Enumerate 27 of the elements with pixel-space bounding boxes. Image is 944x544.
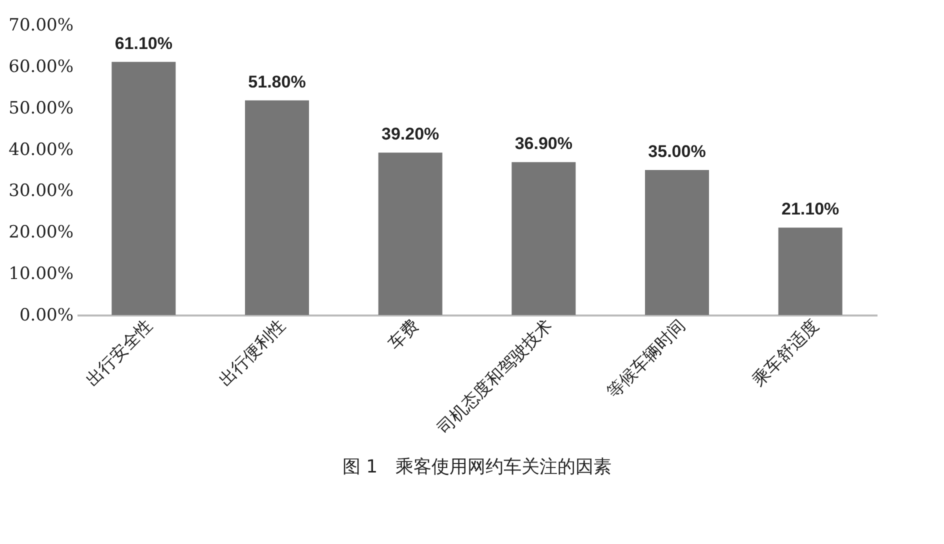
x-tick-label: 等候车辆时间 xyxy=(603,316,690,402)
x-tick-label: 乘车舒适度 xyxy=(748,316,824,390)
data-label: 21.10% xyxy=(781,200,840,219)
text: 图 1 乘客使用网约车关注的因素 xyxy=(342,456,612,478)
y-tick-label: 30.00% xyxy=(8,181,74,202)
bar xyxy=(245,100,309,315)
data-label: 39.20% xyxy=(381,124,440,144)
bar xyxy=(512,162,576,315)
data-label: 35.00% xyxy=(648,142,706,161)
x-tick-label: 出行便利性 xyxy=(215,316,290,390)
x-tick-label: 出行安全性 xyxy=(82,316,156,390)
y-tick-label: 50.00% xyxy=(8,98,74,118)
y-tick-label: 70.00% xyxy=(8,16,74,36)
data-label: 61.10% xyxy=(114,34,173,53)
x-tick-label: 车费 xyxy=(384,316,424,354)
bar xyxy=(112,62,176,315)
y-tick-label: 40.00% xyxy=(8,140,74,160)
y-tick-label: 20.00% xyxy=(8,222,74,243)
bar xyxy=(778,228,842,315)
data-label: 51.80% xyxy=(248,72,306,92)
y-tick-label: 10.00% xyxy=(8,264,74,284)
x-tick-label: 司机态度和驾驶技术 xyxy=(434,316,556,438)
bar xyxy=(645,170,709,315)
data-label: 36.90% xyxy=(514,134,573,154)
y-tick-label: 60.00% xyxy=(8,56,74,77)
bar xyxy=(378,152,442,315)
y-tick-label: 0.00% xyxy=(19,306,74,326)
